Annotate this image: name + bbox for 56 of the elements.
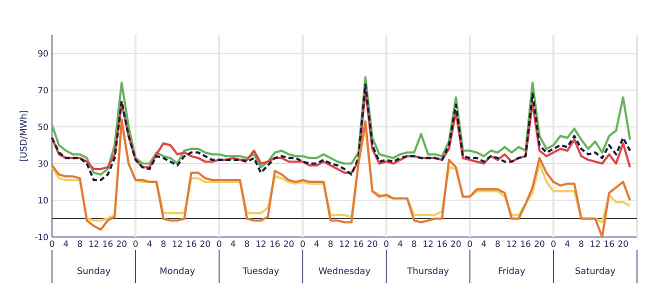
text: Friday <box>498 267 526 276</box>
x-tick-label: 0 <box>551 240 556 247</box>
x-tick-label: 4 <box>147 240 152 247</box>
y-tick-label: 30 <box>38 160 48 167</box>
x-tick-label: 4 <box>398 240 402 247</box>
text: Saturday <box>576 267 616 276</box>
x-tick-label: 0 <box>133 240 138 247</box>
x-tick-label: 20 <box>200 240 210 247</box>
x-tick-label: 16 <box>438 240 447 247</box>
x-tick-label: 12 <box>424 240 433 247</box>
x-tick-label: 8 <box>328 240 333 247</box>
x-tick-label: 20 <box>284 240 294 247</box>
x-tick-label: 16 <box>186 240 196 247</box>
x-tick-label: 4 <box>64 240 68 247</box>
x-tick-label: 12 <box>172 240 182 247</box>
x-tick-label: 12 <box>89 240 98 247</box>
y-tick-label: -10 <box>35 234 48 240</box>
text: Tuesday <box>242 267 279 276</box>
x-tick-label: 8 <box>496 240 500 247</box>
text: Thursday <box>407 267 449 276</box>
x-tick-label: 12 <box>256 240 266 247</box>
x-tick-label: 4 <box>230 240 236 247</box>
x-tick-label: 0 <box>50 240 54 247</box>
y-tick-label: 50 <box>38 124 48 130</box>
x-tick-label: 0 <box>468 240 472 247</box>
x-tick-label: 16 <box>103 240 113 247</box>
x-tick-label: 20 <box>116 240 126 247</box>
x-tick-label: 8 <box>244 240 250 247</box>
y-tick-label: 90 <box>38 50 48 57</box>
x-tick-label: 16 <box>521 240 530 247</box>
x-tick-label: 8 <box>78 240 82 247</box>
x-tick-label: 8 <box>579 240 584 247</box>
y-tick-label: 10 <box>38 197 48 204</box>
x-tick-label: 0 <box>300 240 305 247</box>
x-tick-label: 16 <box>604 240 614 247</box>
x-tick-label: 4 <box>482 240 486 247</box>
text: Wednesday <box>318 267 370 276</box>
x-tick-label: 4 <box>314 240 319 247</box>
x-tick-label: 0 <box>384 240 388 247</box>
x-tick-label: 20 <box>534 240 544 247</box>
x-tick-label: 12 <box>340 240 350 247</box>
x-tick-label: 20 <box>618 240 628 247</box>
x-tick-label: 20 <box>368 240 378 247</box>
x-tick-label: 8 <box>412 240 416 247</box>
x-tick-label: 12 <box>590 240 600 247</box>
text: Sunday <box>78 267 110 276</box>
x-tick-label: 16 <box>354 240 364 247</box>
x-tick-label: 16 <box>270 240 280 247</box>
x-tick-label: 8 <box>161 240 166 247</box>
text: Monday <box>160 267 195 276</box>
x-tick-label: 12 <box>507 240 516 247</box>
x-tick-label: 20 <box>451 240 461 247</box>
y-axis-title: [USD/MWh] <box>20 110 28 162</box>
y-tick-label: 70 <box>38 86 48 94</box>
x-tick-label: 4 <box>565 240 570 247</box>
x-tick-label: 0 <box>217 240 222 247</box>
